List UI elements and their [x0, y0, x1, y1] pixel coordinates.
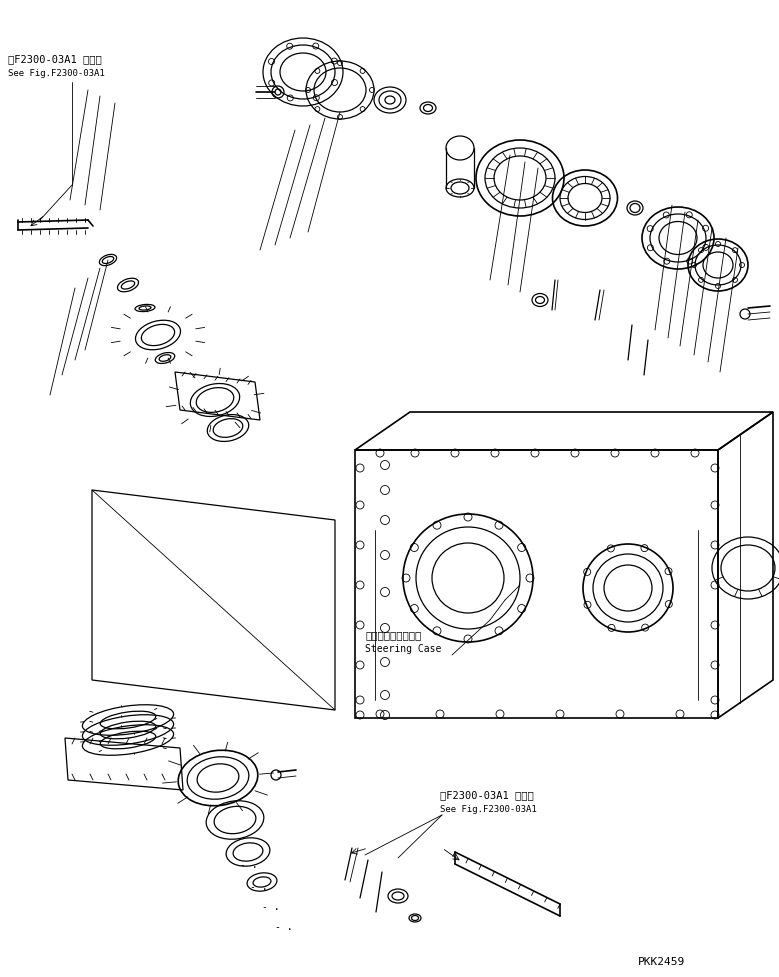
Text: See Fig.F2300-03A1: See Fig.F2300-03A1: [440, 805, 537, 814]
Text: - .: - .: [240, 860, 258, 870]
Text: 第F2300-03A1 図参照: 第F2300-03A1 図参照: [8, 54, 102, 64]
Text: 第F2300-03A1 図参照: 第F2300-03A1 図参照: [440, 790, 534, 800]
Text: Steering Case: Steering Case: [365, 644, 442, 654]
Text: PKK2459: PKK2459: [638, 957, 686, 967]
Text: - .: - .: [275, 922, 293, 932]
Text: - .: - .: [262, 902, 280, 912]
Text: - .: - .: [250, 882, 268, 892]
Text: See Fig.F2300-03A1: See Fig.F2300-03A1: [8, 69, 104, 78]
Text: ステアリングケース: ステアリングケース: [365, 630, 421, 640]
